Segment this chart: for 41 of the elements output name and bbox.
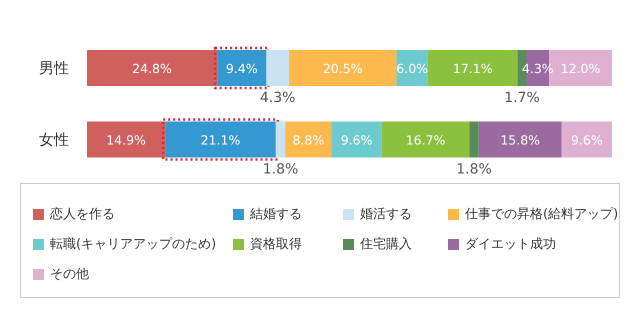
legend-label: 結婚する — [250, 206, 302, 223]
data-label: 15.8% — [500, 132, 540, 148]
data-label: 20.5% — [322, 61, 363, 76]
y-tick-label: 女性 — [39, 130, 69, 149]
data-label: 8.8% — [292, 132, 324, 148]
legend-label: 婚活する — [360, 206, 412, 223]
bar — [428, 50, 518, 86]
bar — [382, 122, 470, 158]
data-label: 12.0% — [560, 61, 601, 76]
data-label: 1.8% — [456, 162, 492, 178]
bar — [276, 122, 286, 158]
data-label: 9.4% — [226, 61, 258, 76]
data-label: 4.3% — [260, 90, 296, 106]
data-label: 1.7% — [504, 90, 540, 106]
bar — [331, 122, 382, 158]
legend-label: 住宅購入 — [360, 236, 412, 253]
data-label: 24.8% — [132, 61, 172, 76]
data-label: 9.6% — [570, 132, 603, 148]
bar — [87, 122, 166, 158]
legend-label: その他 — [50, 266, 89, 283]
legend-label: 恋人を作る — [50, 206, 115, 223]
data-label: 4.3% — [522, 61, 554, 76]
data-label: 1.8% — [262, 162, 298, 178]
legend-label: ダイエット成功 — [465, 236, 556, 253]
data-label: 9.6% — [340, 132, 373, 148]
bar — [87, 50, 218, 86]
legend-label: 転職(キャリアアップのため) — [50, 236, 216, 253]
bar — [562, 122, 612, 158]
data-label: 14.9% — [106, 132, 146, 148]
bar — [266, 50, 289, 86]
data-label: 6.0% — [396, 61, 428, 76]
legend-label: 資格取得 — [250, 236, 302, 253]
data-label: 17.1% — [452, 61, 493, 76]
bar — [469, 122, 479, 158]
bar — [288, 50, 396, 86]
bar — [285, 122, 332, 158]
data-label: 21.1% — [200, 132, 240, 148]
bar — [478, 122, 562, 158]
legend-label: 仕事での昇格(給料アップ) — [465, 206, 618, 223]
y-tick-label: 男性 — [39, 59, 69, 78]
data-label: 16.7% — [406, 132, 446, 148]
